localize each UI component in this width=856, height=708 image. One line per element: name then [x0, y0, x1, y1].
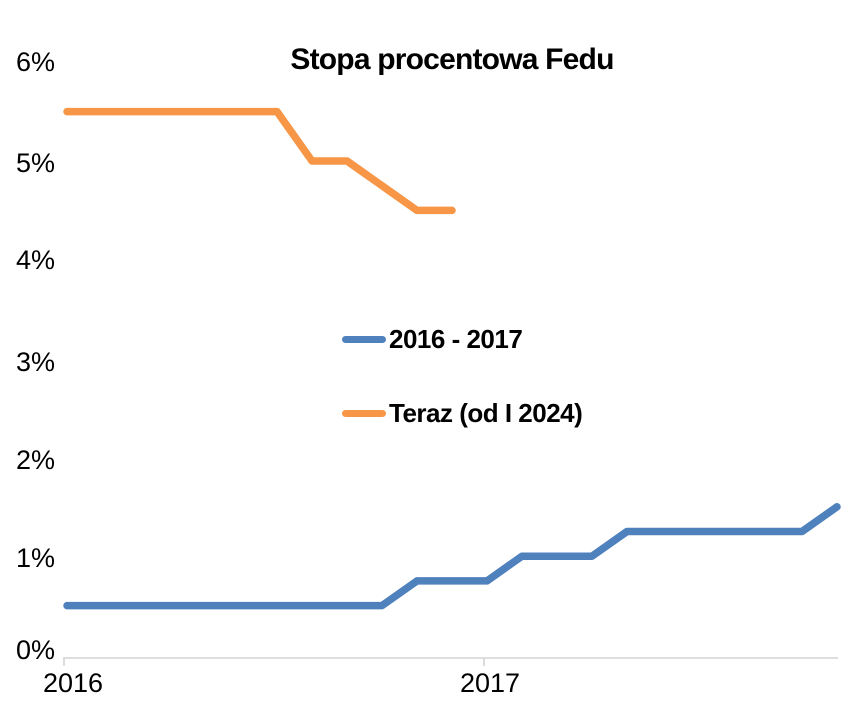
y-axis-tick-label-2: 2%: [16, 445, 56, 475]
series-line-1: [63, 107, 456, 215]
x-axis-tick-label-2016: 2016: [42, 668, 104, 698]
y-axis-tick-label-4: 4%: [16, 245, 56, 275]
legend-label-teraz: Teraz (od I 2024): [389, 397, 583, 428]
x-axis-tick-label-2017: 2017: [459, 668, 521, 698]
legend-swatch-line-icon: [342, 409, 386, 417]
y-axis-tick-label-1: 1%: [16, 543, 56, 573]
chart-title: Stopa procentowa Fedu: [290, 43, 614, 76]
legend-item-teraz: Teraz (od I 2024): [342, 396, 583, 430]
y-axis-tick-label-6: 6%: [16, 47, 56, 77]
legend-label-2016-2017: 2016 - 2017: [389, 323, 523, 354]
y-axis-tick-label-0: 0%: [16, 635, 56, 665]
series-line-0: [63, 503, 841, 610]
legend-item-2016-2017: 2016 - 2017: [342, 322, 523, 356]
y-axis-tick-label-3: 3%: [16, 347, 56, 377]
y-axis-tick-label-5: 5%: [16, 148, 56, 178]
legend-swatch-line-icon: [342, 335, 386, 343]
